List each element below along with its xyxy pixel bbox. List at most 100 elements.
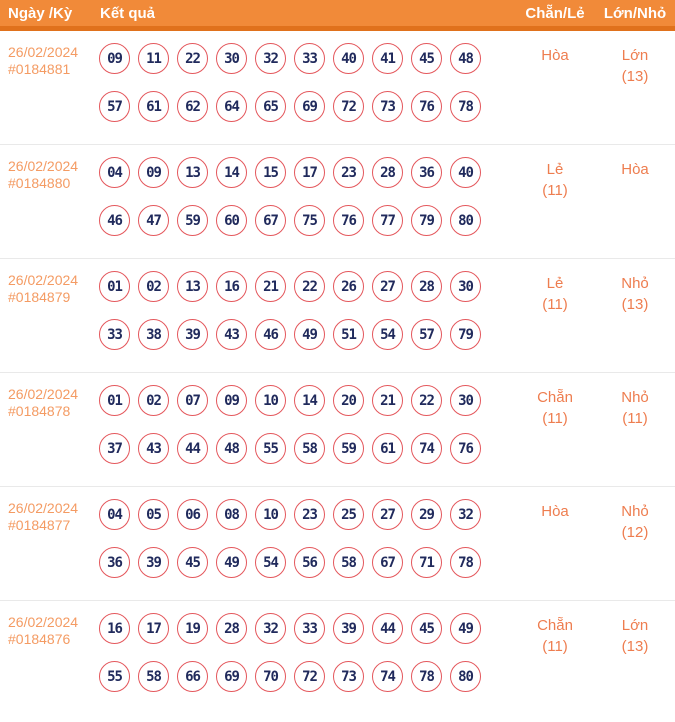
lon-nho-count: (13): [621, 638, 649, 655]
number-ball: 59: [177, 205, 208, 236]
numbers-line-2: 33 38 39 43 46 49 51 54 57 79: [99, 319, 515, 350]
number-ball: 39: [177, 319, 208, 350]
number-ball: 57: [411, 319, 442, 350]
number-ball: 27: [372, 271, 403, 302]
result-row: 26/02/2024 #0184877 04 05 06 08 10 23 25…: [0, 487, 675, 601]
draw-id: #0184876: [8, 631, 71, 647]
number-ball: 58: [333, 547, 364, 578]
number-ball: 43: [216, 319, 247, 350]
number-ball: 36: [99, 547, 130, 578]
number-ball: 70: [255, 661, 286, 692]
chan-le-count: (11): [542, 410, 568, 427]
lon-nho-count: (13): [621, 296, 649, 313]
number-ball: 32: [450, 499, 481, 530]
drawn-numbers-cell: 01 02 13 16 21 22 26 27 28 30 33 38 39 4…: [92, 259, 515, 372]
lon-nho-value: Lớn: [621, 617, 649, 634]
draw-date-cell: 26/02/2024 #0184880: [0, 145, 92, 258]
number-ball: 02: [138, 385, 169, 416]
lon-nho-cell: Nhỏ (12): [595, 487, 675, 600]
number-ball: 32: [255, 613, 286, 644]
number-ball: 30: [216, 43, 247, 74]
number-ball: 47: [138, 205, 169, 236]
number-ball: 33: [294, 43, 325, 74]
number-ball: 75: [294, 205, 325, 236]
number-ball: 04: [99, 157, 130, 188]
number-ball: 23: [294, 499, 325, 530]
number-ball: 49: [294, 319, 325, 350]
number-ball: 44: [372, 613, 403, 644]
drawn-numbers-cell: 04 05 06 08 10 23 25 27 29 32 36 39 45 4…: [92, 487, 515, 600]
draw-date-cell: 26/02/2024 #0184877: [0, 487, 92, 600]
number-ball: 15: [255, 157, 286, 188]
number-ball: 30: [450, 385, 481, 416]
number-ball: 27: [372, 499, 403, 530]
draw-id: #0184879: [8, 289, 71, 305]
number-ball: 22: [177, 43, 208, 74]
draw-date: 26/02/2024: [8, 386, 79, 402]
number-ball: 10: [255, 499, 286, 530]
number-ball: 76: [333, 205, 364, 236]
number-ball: 60: [216, 205, 247, 236]
drawn-numbers-cell: 01 02 07 09 10 14 20 21 22 30 37 43 44 4…: [92, 373, 515, 486]
number-ball: 65: [255, 91, 286, 122]
result-row: 26/02/2024 #0184881 09 11 22 30 32 33 40…: [0, 31, 675, 145]
lon-nho-value: Nhỏ: [621, 389, 649, 406]
number-ball: 76: [450, 433, 481, 464]
number-ball: 43: [138, 433, 169, 464]
lon-nho-value: Nhỏ: [621, 275, 649, 292]
draw-date-cell: 26/02/2024 #0184881: [0, 31, 92, 144]
draw-date: 26/02/2024: [8, 272, 79, 288]
number-ball: 56: [294, 547, 325, 578]
number-ball: 06: [177, 499, 208, 530]
lon-nho-cell: Nhỏ (11): [595, 373, 675, 486]
number-ball: 22: [411, 385, 442, 416]
number-ball: 46: [99, 205, 130, 236]
lon-nho-count: (12): [621, 524, 649, 541]
number-ball: 28: [216, 613, 247, 644]
draw-date: 26/02/2024: [8, 158, 79, 174]
draw-id: #0184880: [8, 175, 71, 191]
number-ball: 79: [411, 205, 442, 236]
number-ball: 48: [450, 43, 481, 74]
drawn-numbers-cell: 16 17 19 28 32 33 39 44 45 49 55 58 66 6…: [92, 601, 515, 712]
number-ball: 23: [333, 157, 364, 188]
number-ball: 39: [138, 547, 169, 578]
number-ball: 64: [216, 91, 247, 122]
number-ball: 78: [450, 91, 481, 122]
draw-date: 26/02/2024: [8, 614, 79, 630]
chan-le-value: Hòa: [541, 47, 569, 64]
number-ball: 11: [138, 43, 169, 74]
number-ball: 80: [450, 661, 481, 692]
number-ball: 73: [333, 661, 364, 692]
number-ball: 38: [138, 319, 169, 350]
number-ball: 54: [255, 547, 286, 578]
lon-nho-count: (13): [621, 68, 649, 85]
draw-id: #0184877: [8, 517, 71, 533]
number-ball: 25: [333, 499, 364, 530]
number-ball: 74: [411, 433, 442, 464]
number-ball: 37: [99, 433, 130, 464]
drawn-numbers-cell: 09 11 22 30 32 33 40 41 45 48 57 61 62 6…: [92, 31, 515, 144]
number-ball: 78: [411, 661, 442, 692]
number-ball: 67: [372, 547, 403, 578]
number-ball: 01: [99, 271, 130, 302]
chan-le-cell: Hòa: [515, 487, 595, 600]
chan-le-cell: Lẻ (11): [515, 145, 595, 258]
number-ball: 61: [372, 433, 403, 464]
chan-le-value: Lẻ: [546, 275, 564, 292]
number-ball: 45: [411, 613, 442, 644]
number-ball: 71: [411, 547, 442, 578]
number-ball: 16: [216, 271, 247, 302]
number-ball: 07: [177, 385, 208, 416]
number-ball: 05: [138, 499, 169, 530]
result-row: 26/02/2024 #0184880 04 09 13 14 15 17 23…: [0, 145, 675, 259]
number-ball: 20: [333, 385, 364, 416]
number-ball: 09: [138, 157, 169, 188]
number-ball: 55: [255, 433, 286, 464]
number-ball: 80: [450, 205, 481, 236]
number-ball: 19: [177, 613, 208, 644]
chan-le-value: Chẵn: [537, 389, 573, 406]
number-ball: 58: [294, 433, 325, 464]
chan-le-cell: Lẻ (11): [515, 259, 595, 372]
number-ball: 62: [177, 91, 208, 122]
